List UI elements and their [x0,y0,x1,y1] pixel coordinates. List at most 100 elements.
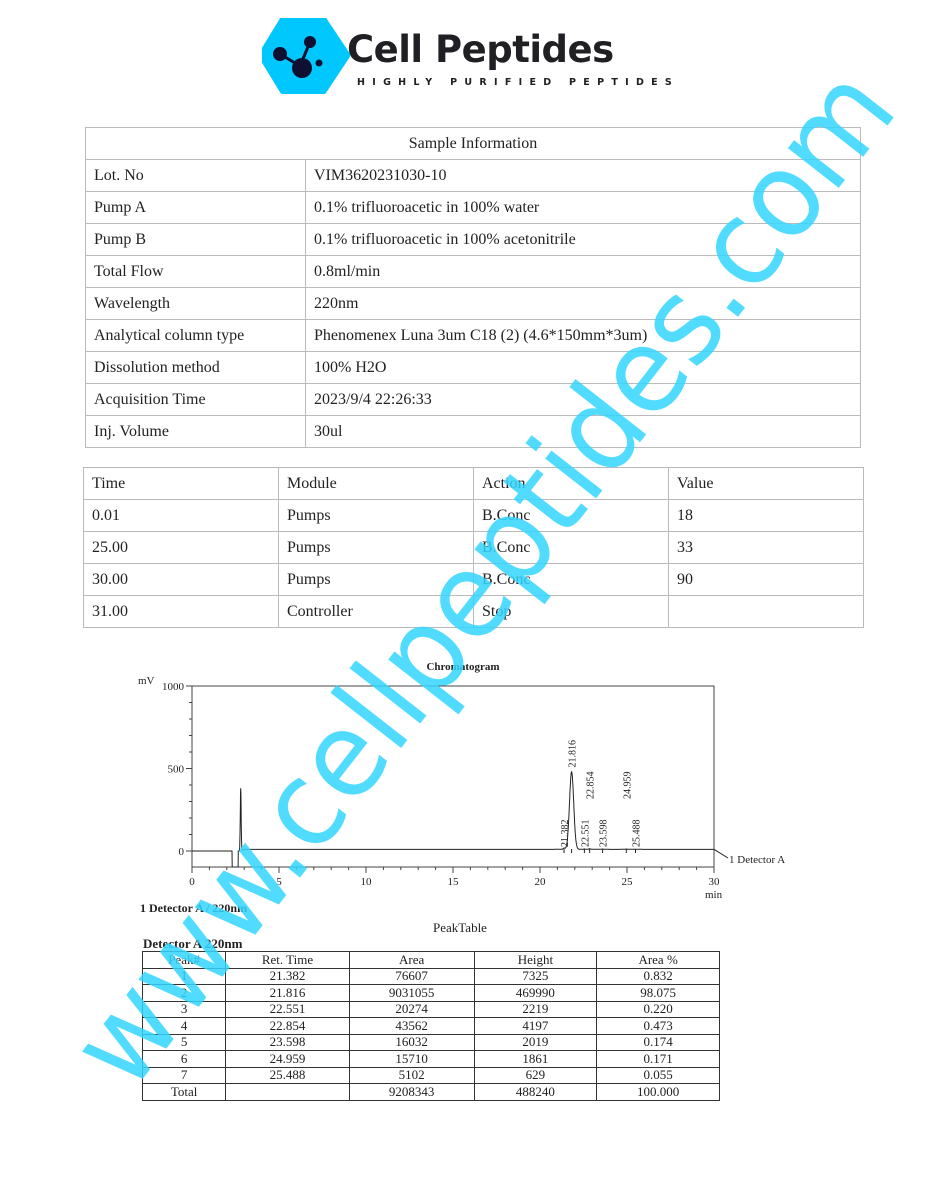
peak-cell: 0.055 [596,1066,720,1084]
peak-cell: 22.854 [225,1017,350,1035]
peak-cell: 21.816 [225,984,350,1002]
peak-cell: 0.174 [596,1033,720,1051]
peak-row: 2 21.816 9031055 469990 98.075 [141,984,720,1002]
program-cell: Pumps [278,563,474,596]
sample-info-table: Sample Information Lot. No VIM3620231030-… [85,127,861,448]
peak-row: 6 24.959 15710 1861 0.171 [141,1050,720,1068]
peak-cell: 25.488 [225,1066,350,1084]
peak-cell: 4 [141,1017,227,1035]
y-tick-label: 0 [179,846,185,858]
sample-info-label: Wavelength [85,287,306,320]
peak-cell: 1 [141,967,227,985]
peak-cell: 0.220 [596,1000,720,1018]
sample-info-row: Inj. Volume 30ul [85,415,861,448]
peak-total-cell: 100.000 [596,1083,720,1101]
program-cell: 31.00 [83,595,279,628]
sample-info-row: Acquisition Time 2023/9/4 22:26:33 [85,383,861,416]
peak-label: 23.598 [599,820,610,848]
peak-cell: 43562 [348,1017,475,1035]
sample-info-label: Inj. Volume [85,415,306,448]
x-tick-label: 0 [189,876,195,888]
program-cell: Pumps [278,531,474,564]
x-tick-label: 15 [448,876,460,888]
program-cell: 18 [668,499,864,532]
sample-info-row: Pump B 0.1% trifluoroacetic in 100% aceto… [85,223,861,256]
sample-info-value: 0.8ml/min [305,255,861,288]
peak-cell: 2219 [473,1000,598,1018]
sample-info-value: VIM3620231030-10 [305,159,861,192]
peak-label: 22.854 [586,772,597,800]
program-header: Module [278,467,474,500]
y-tick-label: 500 [168,764,185,776]
sample-info-title: Sample Information [85,127,861,160]
peak-cell: 7325 [473,967,598,985]
program-cell: 90 [668,563,864,596]
peak-row: 7 25.488 5102 629 0.055 [141,1066,720,1084]
series-label-leader [713,848,729,859]
peak-header: Area [348,951,475,969]
program-cell: Pumps [278,499,474,532]
sample-info-row: Dissolution method 100% H2O [85,351,861,384]
sample-info-value: 100% H2O [305,351,861,384]
peak-header: Peak# [141,951,227,969]
program-header-row: Time Module Action Value [83,467,864,500]
peak-row: 3 22.551 20274 2219 0.220 [141,1000,720,1018]
peak-cell: 20274 [348,1000,475,1018]
peak-cell: 76607 [348,967,475,985]
x-tick-label: 5 [276,876,282,888]
peak-cell: 2 [141,984,227,1002]
sample-info-label: Pump B [85,223,306,256]
peak-table-title: PeakTable [433,920,487,935]
sample-info-value: 220nm [305,287,861,320]
peak-table: Peak# Ret. Time Area Height Area % 1 21.382 766… [141,951,720,1101]
peak-row: 5 23.598 16032 2019 0.174 [141,1033,720,1051]
x-tick-label: 25 [622,876,634,888]
x-tick-label: 10 [361,876,373,888]
logo [262,18,351,94]
peak-cell: 16032 [348,1033,475,1051]
peak-row: 4 22.854 43562 4197 0.473 [141,1017,720,1035]
program-row: 0.01 Pumps B.Conc 18 [83,499,864,532]
x-axis-label: min [705,889,723,901]
sample-info-row: Pump A 0.1% trifluoroacetic in 100% water [85,191,861,224]
peak-table-subtitle: Detector A 220nm [143,936,243,951]
peak-label: 25.488 [631,820,642,848]
peak-cell: 23.598 [225,1033,350,1051]
peak-header: Height [473,951,598,969]
peak-cell: 629 [473,1066,598,1084]
peak-cell: 21.382 [225,967,350,985]
peak-cell: 24.959 [225,1050,350,1068]
peak-total-cell: 9208343 [348,1083,475,1101]
detector-a-trace [192,771,714,868]
detector-note: 1 Detector A / 220nm [140,901,248,915]
peak-total-cell: Total [141,1083,227,1101]
peak-cell: 1861 [473,1050,598,1068]
peak-cell: 0.171 [596,1050,720,1068]
program-cell: Controller [278,595,474,628]
peak-cell: 7 [141,1066,227,1084]
sample-info-label: Acquisition Time [85,383,306,416]
program-cell: Stop [473,595,669,628]
gradient-program-table: Time Module Action Value 0.01 Pumps B.Conc 18 25… [83,467,864,628]
peak-cell: 5 [141,1033,227,1051]
program-header: Action [473,467,669,500]
peak-cell: 0.832 [596,967,720,985]
peak-cell: 5102 [348,1066,475,1084]
peak-header: Area % [596,951,720,969]
sample-info-value: 0.1% trifluoroacetic in 100% acetonitril… [305,223,861,256]
sample-info-row: Lot. No VIM3620231030-10 [85,159,861,192]
x-tick-label: 20 [535,876,547,888]
peak-cell: 469990 [473,984,598,1002]
sample-info-label: Analytical column type [85,319,306,352]
sample-info-value: 30ul [305,415,861,448]
sample-info-label: Total Flow [85,255,306,288]
peak-cell: 22.551 [225,1000,350,1018]
peak-cell: 3 [141,1000,227,1018]
x-tick-label: 30 [709,876,721,888]
program-cell: 30.00 [83,563,279,596]
series-label: 1 Detector A [729,854,785,866]
peak-label: 21.816 [568,740,579,768]
program-header: Time [83,467,279,500]
